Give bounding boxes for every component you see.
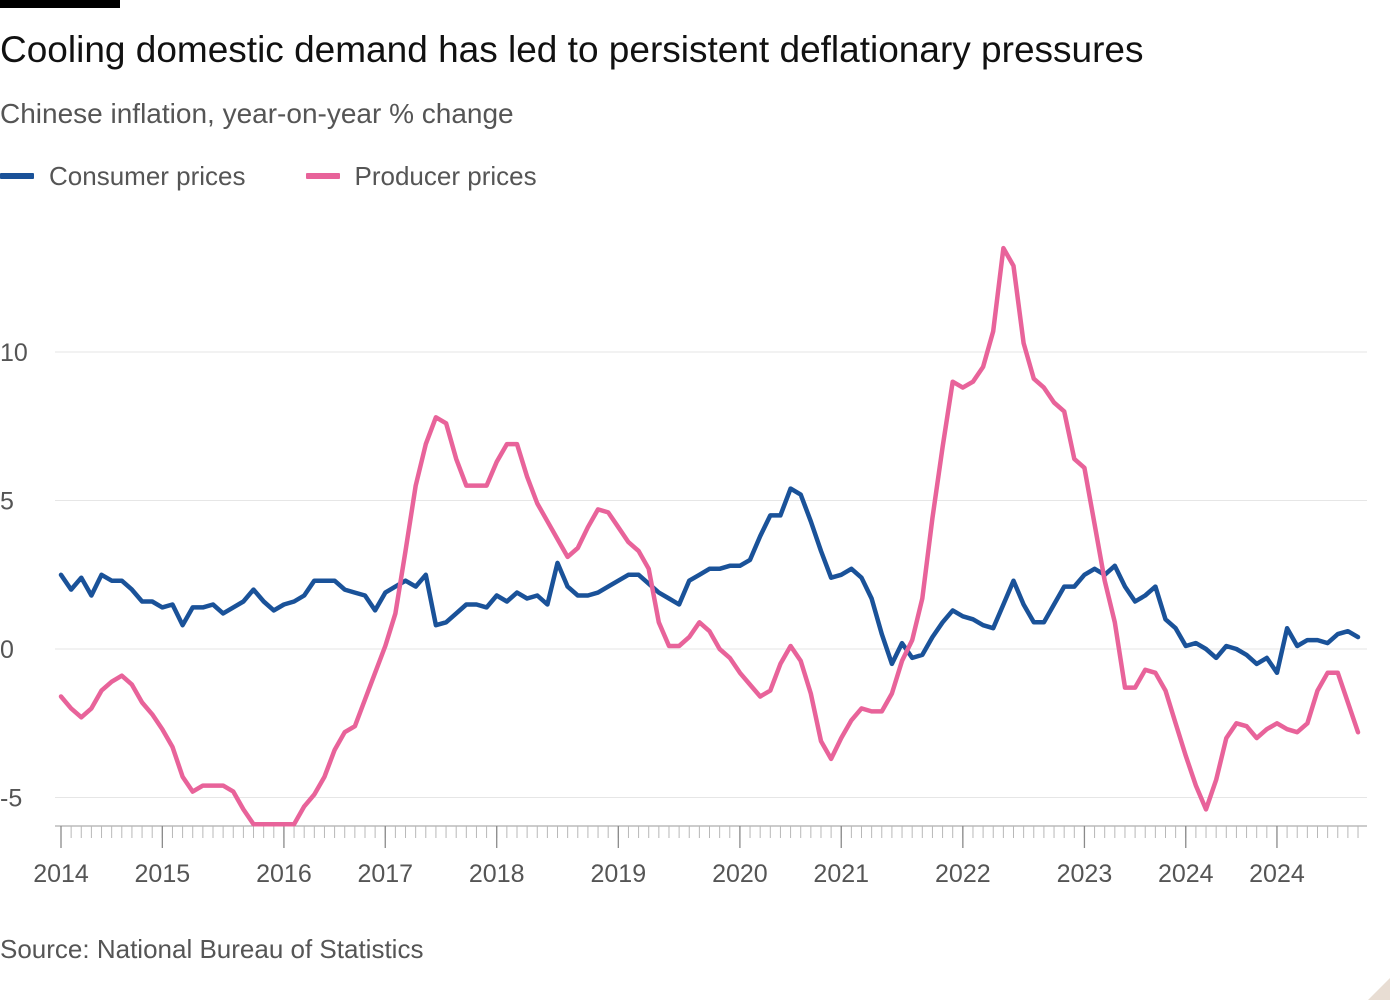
legend-label-consumer-prices: Consumer prices [49, 160, 246, 191]
y-tick-label: 10 [0, 339, 28, 367]
x-tick-label: 2020 [712, 860, 768, 888]
series-line-producer-prices [58, 245, 1361, 827]
series-line-consumer-prices [58, 486, 1361, 676]
x-tick-label: 2023 [1057, 860, 1113, 888]
source-note: Source: National Bureau of Statistics [0, 934, 424, 964]
x-tick-label: 2015 [135, 860, 191, 888]
x-tick-label: 2017 [357, 860, 413, 888]
chart-title: Cooling domestic demand has led to persi… [0, 29, 1144, 70]
x-tick-label: 2018 [469, 860, 525, 888]
legend-swatch-consumer-prices [0, 173, 34, 179]
legend-item-consumer-prices: Consumer prices [0, 161, 246, 192]
brand-top-bar [0, 0, 120, 8]
x-tick-label: 2021 [813, 860, 869, 888]
x-tick-label: 2016 [256, 860, 312, 888]
legend-label-producer-prices: Producer prices [354, 160, 537, 191]
y-tick-label: 0 [0, 636, 14, 664]
x-tick-label: 2014 [33, 860, 89, 888]
x-tick-label: 2024 [1158, 860, 1214, 888]
legend-item-producer-prices: Producer prices [305, 160, 537, 192]
x-tick-label: 2024 [1249, 860, 1305, 888]
y-tick-label: 5 [0, 488, 14, 516]
y-tick-label: -5 [0, 785, 22, 813]
legend-swatch-producer-prices [305, 173, 340, 179]
chart-subtitle: Chinese inflation, year-on-year % change [0, 98, 514, 129]
corner-fold-icon [1368, 978, 1390, 1000]
chart-legend: Consumer prices Producer prices [0, 158, 597, 194]
x-tick-label: 2019 [591, 860, 647, 888]
x-tick-label: 2022 [935, 860, 991, 888]
